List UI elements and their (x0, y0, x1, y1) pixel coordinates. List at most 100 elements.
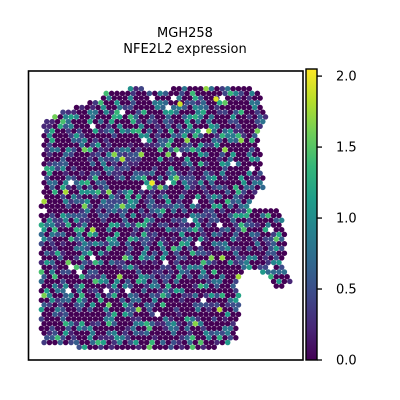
spot (44, 194, 50, 200)
spot (179, 212, 185, 219)
spot (95, 217, 101, 224)
spot (146, 222, 153, 228)
spot (208, 179, 215, 186)
spot (89, 320, 96, 327)
spot (176, 264, 182, 271)
spot (238, 222, 244, 228)
spot (65, 316, 72, 322)
spot (168, 269, 174, 275)
spot (168, 325, 174, 332)
spot (138, 170, 145, 177)
spot (52, 198, 58, 205)
spot (127, 142, 134, 148)
spot (46, 339, 53, 346)
spot (49, 288, 55, 294)
spot (135, 241, 142, 247)
spot (238, 156, 244, 162)
spot (243, 203, 250, 209)
spot (154, 123, 161, 130)
spot (130, 222, 136, 228)
spot (111, 311, 118, 318)
spot (46, 208, 53, 214)
spot (152, 156, 158, 162)
spot (154, 95, 161, 101)
spot (206, 175, 212, 181)
spot (249, 184, 255, 191)
spot (130, 203, 136, 209)
spot (79, 236, 85, 242)
spot (257, 226, 263, 233)
spot (214, 114, 220, 120)
spot (76, 212, 82, 219)
spot (170, 320, 177, 327)
spot (181, 123, 188, 130)
spot (195, 184, 201, 191)
spot (122, 236, 128, 242)
spot (168, 203, 174, 209)
spot (44, 222, 50, 228)
spot (62, 189, 69, 195)
spot (71, 194, 77, 200)
spot (141, 335, 147, 341)
spot (44, 325, 50, 332)
spot (162, 128, 169, 134)
spot (95, 208, 101, 214)
spot (143, 114, 150, 120)
spot (257, 236, 263, 242)
spot (98, 325, 104, 332)
spot (108, 222, 115, 228)
spot (222, 128, 228, 134)
spot (141, 212, 147, 219)
spot (116, 161, 123, 167)
spot (108, 269, 115, 275)
spot (41, 292, 47, 299)
spot (238, 269, 244, 275)
spot (189, 194, 196, 200)
spot (111, 161, 118, 167)
spot (114, 241, 120, 247)
spot (65, 175, 72, 181)
spot (57, 283, 64, 289)
spot (168, 156, 174, 162)
spot (108, 306, 115, 313)
spot (49, 147, 55, 153)
spot (44, 231, 50, 238)
spot (57, 142, 64, 148)
spot (143, 330, 150, 336)
spot (270, 278, 277, 285)
spot (127, 208, 134, 214)
spot (71, 109, 77, 115)
spot (116, 170, 123, 177)
spot-highlight (149, 180, 155, 186)
spot (106, 311, 112, 318)
spot (241, 245, 247, 252)
spot (54, 118, 61, 125)
spot (71, 316, 77, 322)
spot (54, 147, 61, 153)
spot (116, 198, 123, 205)
spot (149, 217, 155, 224)
spot (138, 123, 145, 130)
spot (184, 222, 190, 228)
spot (203, 302, 209, 308)
spot (60, 269, 66, 275)
spot (233, 288, 239, 294)
spot (200, 109, 207, 115)
spot (284, 273, 290, 280)
spot (81, 137, 88, 144)
spot (84, 255, 91, 261)
spot (122, 311, 128, 318)
spot (233, 128, 239, 134)
spot (265, 212, 271, 219)
spot (216, 147, 223, 153)
spot (111, 217, 118, 224)
spot (98, 184, 104, 191)
spot (133, 217, 139, 224)
spot (184, 231, 190, 238)
spot (224, 114, 231, 120)
spot (73, 132, 80, 139)
spot (114, 222, 120, 228)
spot (235, 85, 242, 92)
spot (143, 208, 150, 214)
spot (133, 208, 139, 214)
